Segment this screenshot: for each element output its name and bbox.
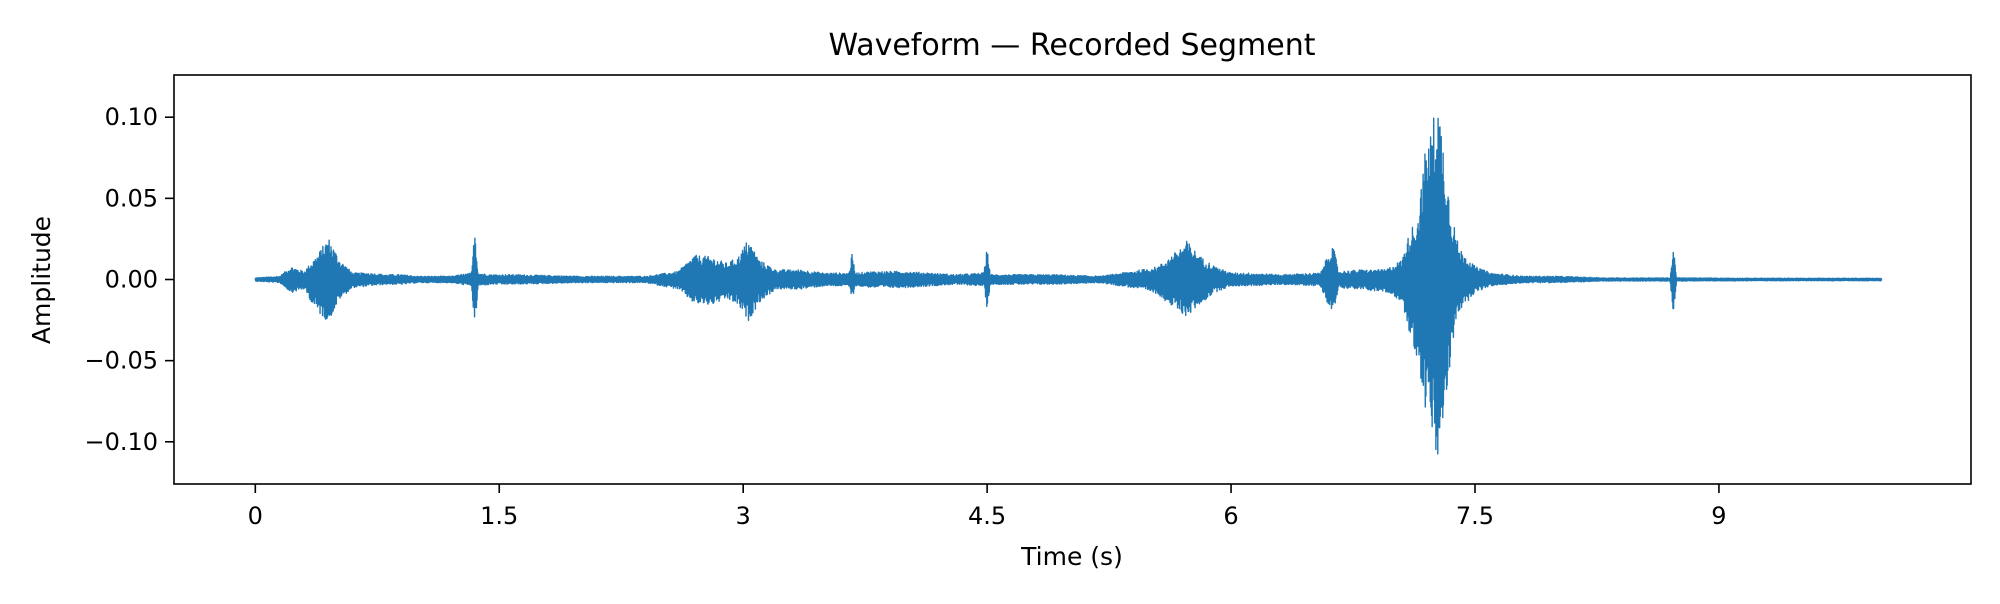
y-tick-label: −0.10 xyxy=(84,428,158,456)
x-axis-label: Time (s) xyxy=(1020,542,1123,571)
plot-area xyxy=(254,117,1883,455)
y-tick-label: 0.00 xyxy=(105,266,158,294)
x-tick-label: 0 xyxy=(248,502,263,530)
y-tick-label: −0.05 xyxy=(84,347,158,375)
plot-frame xyxy=(173,74,1972,485)
x-tick-label: 4.5 xyxy=(968,502,1006,530)
x-tick-label: 1.5 xyxy=(480,502,518,530)
y-axis-ticks: 0.10 0.05 0.00 −0.05 −0.10 xyxy=(84,103,174,456)
x-axis-ticks: 0 1.5 3 4.5 6 7.5 9 xyxy=(248,484,1727,530)
y-axis-label: Amplitude xyxy=(27,216,56,344)
x-tick-label: 9 xyxy=(1711,502,1726,530)
y-tick-label: 0.10 xyxy=(105,103,158,131)
x-tick-label: 6 xyxy=(1223,502,1238,530)
x-tick-label: 3 xyxy=(736,502,751,530)
x-tick-label: 7.5 xyxy=(1456,502,1494,530)
chart-title: Waveform — Recorded Segment xyxy=(828,28,1315,63)
waveform-line xyxy=(254,117,1883,455)
y-tick-label: 0.05 xyxy=(105,184,158,212)
